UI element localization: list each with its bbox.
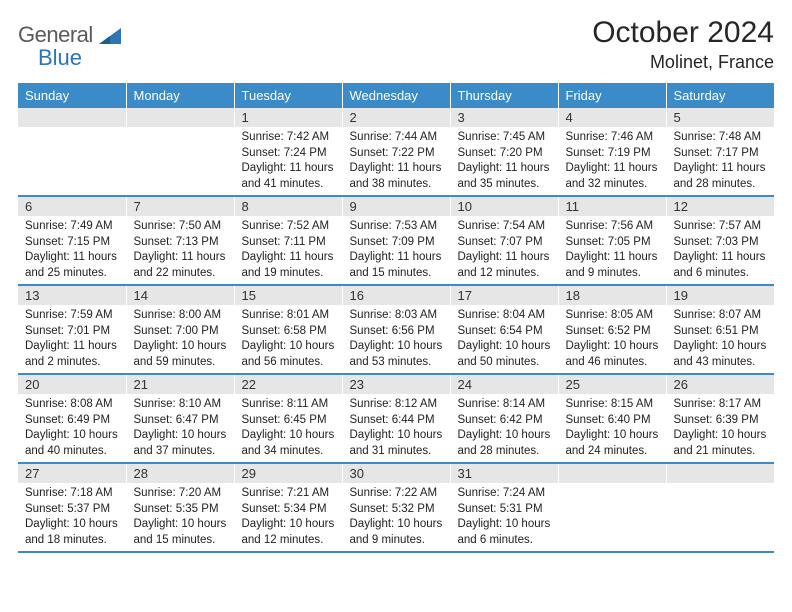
- day-body-row: Sunrise: 7:59 AM Sunset: 7:01 PM Dayligh…: [18, 305, 774, 374]
- day-number: 25: [558, 374, 666, 394]
- daynum-row: 6789101112: [18, 196, 774, 216]
- day-number: 10: [450, 196, 558, 216]
- day-cell: Sunrise: 7:21 AM Sunset: 5:34 PM Dayligh…: [234, 483, 342, 552]
- dh-fri: Friday: [558, 83, 666, 108]
- day-number: 31: [450, 463, 558, 483]
- day-cell: Sunrise: 8:11 AM Sunset: 6:45 PM Dayligh…: [234, 394, 342, 463]
- day-number: 9: [342, 196, 450, 216]
- day-cell: Sunrise: 7:42 AM Sunset: 7:24 PM Dayligh…: [234, 127, 342, 196]
- day-cell: Sunrise: 7:24 AM Sunset: 5:31 PM Dayligh…: [450, 483, 558, 552]
- day-cell: Sunrise: 8:15 AM Sunset: 6:40 PM Dayligh…: [558, 394, 666, 463]
- day-number: [666, 463, 774, 483]
- day-cell: [126, 127, 234, 196]
- day-cell: Sunrise: 7:22 AM Sunset: 5:32 PM Dayligh…: [342, 483, 450, 552]
- day-cell: Sunrise: 8:01 AM Sunset: 6:58 PM Dayligh…: [234, 305, 342, 374]
- day-number: 8: [234, 196, 342, 216]
- calendar-table: Sunday Monday Tuesday Wednesday Thursday…: [18, 83, 774, 553]
- day-cell: Sunrise: 8:04 AM Sunset: 6:54 PM Dayligh…: [450, 305, 558, 374]
- day-body-row: Sunrise: 7:42 AM Sunset: 7:24 PM Dayligh…: [18, 127, 774, 196]
- day-number: 18: [558, 285, 666, 305]
- day-number: 17: [450, 285, 558, 305]
- page-header: General Blue October 2024 Molinet, Franc…: [18, 16, 774, 73]
- day-number: 12: [666, 196, 774, 216]
- day-cell: Sunrise: 7:49 AM Sunset: 7:15 PM Dayligh…: [18, 216, 126, 285]
- day-header-row: Sunday Monday Tuesday Wednesday Thursday…: [18, 83, 774, 108]
- day-cell: Sunrise: 7:45 AM Sunset: 7:20 PM Dayligh…: [450, 127, 558, 196]
- day-body-row: Sunrise: 8:08 AM Sunset: 6:49 PM Dayligh…: [18, 394, 774, 463]
- day-number: 11: [558, 196, 666, 216]
- day-cell: Sunrise: 7:57 AM Sunset: 7:03 PM Dayligh…: [666, 216, 774, 285]
- day-number: 5: [666, 108, 774, 127]
- day-number: 13: [18, 285, 126, 305]
- day-number: 26: [666, 374, 774, 394]
- day-number: 30: [342, 463, 450, 483]
- dh-wed: Wednesday: [342, 83, 450, 108]
- day-body-row: Sunrise: 7:18 AM Sunset: 5:37 PM Dayligh…: [18, 483, 774, 552]
- dh-sat: Saturday: [666, 83, 774, 108]
- day-cell: Sunrise: 8:14 AM Sunset: 6:42 PM Dayligh…: [450, 394, 558, 463]
- daynum-row: 20212223242526: [18, 374, 774, 394]
- day-cell: Sunrise: 7:44 AM Sunset: 7:22 PM Dayligh…: [342, 127, 450, 196]
- day-number: 23: [342, 374, 450, 394]
- day-number: [558, 463, 666, 483]
- day-cell: Sunrise: 7:53 AM Sunset: 7:09 PM Dayligh…: [342, 216, 450, 285]
- logo: General Blue: [18, 16, 121, 71]
- day-cell: Sunrise: 8:00 AM Sunset: 7:00 PM Dayligh…: [126, 305, 234, 374]
- logo-triangle-icon: [99, 28, 121, 49]
- day-cell: Sunrise: 7:59 AM Sunset: 7:01 PM Dayligh…: [18, 305, 126, 374]
- day-number: [18, 108, 126, 127]
- daynum-row: 13141516171819: [18, 285, 774, 305]
- day-cell: Sunrise: 8:03 AM Sunset: 6:56 PM Dayligh…: [342, 305, 450, 374]
- day-cell: [558, 483, 666, 552]
- day-number: 29: [234, 463, 342, 483]
- day-number: 15: [234, 285, 342, 305]
- day-cell: Sunrise: 8:10 AM Sunset: 6:47 PM Dayligh…: [126, 394, 234, 463]
- calendar-page: General Blue October 2024 Molinet, Franc…: [0, 0, 792, 565]
- daynum-row: 12345: [18, 108, 774, 127]
- day-cell: Sunrise: 7:48 AM Sunset: 7:17 PM Dayligh…: [666, 127, 774, 196]
- day-number: 1: [234, 108, 342, 127]
- day-number: 6: [18, 196, 126, 216]
- dh-sun: Sunday: [18, 83, 126, 108]
- day-number: 14: [126, 285, 234, 305]
- day-number: 3: [450, 108, 558, 127]
- day-number: 19: [666, 285, 774, 305]
- day-cell: Sunrise: 8:08 AM Sunset: 6:49 PM Dayligh…: [18, 394, 126, 463]
- day-number: 4: [558, 108, 666, 127]
- day-cell: Sunrise: 7:46 AM Sunset: 7:19 PM Dayligh…: [558, 127, 666, 196]
- day-body-row: Sunrise: 7:49 AM Sunset: 7:15 PM Dayligh…: [18, 216, 774, 285]
- day-number: 16: [342, 285, 450, 305]
- day-cell: Sunrise: 7:54 AM Sunset: 7:07 PM Dayligh…: [450, 216, 558, 285]
- day-cell: Sunrise: 7:52 AM Sunset: 7:11 PM Dayligh…: [234, 216, 342, 285]
- day-cell: Sunrise: 7:56 AM Sunset: 7:05 PM Dayligh…: [558, 216, 666, 285]
- day-cell: Sunrise: 7:20 AM Sunset: 5:35 PM Dayligh…: [126, 483, 234, 552]
- day-cell: [666, 483, 774, 552]
- day-number: 28: [126, 463, 234, 483]
- day-cell: Sunrise: 8:07 AM Sunset: 6:51 PM Dayligh…: [666, 305, 774, 374]
- day-number: 21: [126, 374, 234, 394]
- dh-mon: Monday: [126, 83, 234, 108]
- logo-word1: General: [18, 22, 93, 47]
- day-cell: Sunrise: 8:05 AM Sunset: 6:52 PM Dayligh…: [558, 305, 666, 374]
- day-cell: Sunrise: 7:50 AM Sunset: 7:13 PM Dayligh…: [126, 216, 234, 285]
- day-number: 24: [450, 374, 558, 394]
- daynum-row: 2728293031: [18, 463, 774, 483]
- dh-thu: Thursday: [450, 83, 558, 108]
- day-cell: Sunrise: 7:18 AM Sunset: 5:37 PM Dayligh…: [18, 483, 126, 552]
- day-number: 2: [342, 108, 450, 127]
- day-number: 7: [126, 196, 234, 216]
- title-block: October 2024 Molinet, France: [592, 16, 774, 73]
- day-cell: Sunrise: 8:12 AM Sunset: 6:44 PM Dayligh…: [342, 394, 450, 463]
- dh-tue: Tuesday: [234, 83, 342, 108]
- day-cell: [18, 127, 126, 196]
- day-cell: Sunrise: 8:17 AM Sunset: 6:39 PM Dayligh…: [666, 394, 774, 463]
- day-number: 20: [18, 374, 126, 394]
- location-label: Molinet, France: [592, 52, 774, 73]
- day-number: 27: [18, 463, 126, 483]
- day-number: [126, 108, 234, 127]
- day-number: 22: [234, 374, 342, 394]
- month-title: October 2024: [592, 16, 774, 50]
